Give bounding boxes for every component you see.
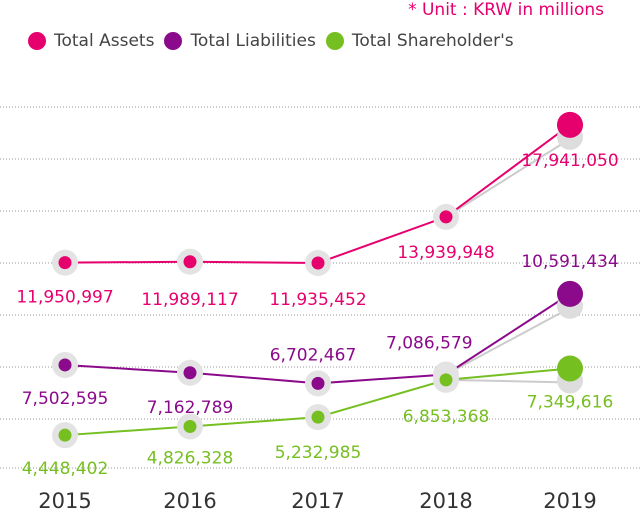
legend-item-total-liabilities: Total Liabilities <box>164 31 316 51</box>
point-total-shareholder-s-2018 <box>439 373 453 387</box>
data-label-total-shareholder-s-2018: 6,853,368 <box>403 407 490 427</box>
data-label-total-assets-2015: 11,950,997 <box>16 288 113 308</box>
x-tick-label-2017: 2017 <box>291 489 344 513</box>
data-label-total-assets-2017: 11,935,452 <box>269 290 366 310</box>
point-total-assets-2018 <box>439 210 453 224</box>
data-label-total-shareholder-s-2016: 4,826,328 <box>147 448 234 468</box>
data-label-total-assets-2016: 11,989,117 <box>141 290 238 310</box>
point-total-shareholder-s-2019 <box>557 355 583 382</box>
point-total-liabilities-2015 <box>58 358 72 372</box>
legend-swatch-total-assets <box>28 32 46 50</box>
point-total-liabilities-2019 <box>557 280 583 307</box>
shadow-line-total-assets <box>445 138 571 218</box>
x-tick-label-2015: 2015 <box>38 489 91 513</box>
x-tick-label-2018: 2018 <box>419 489 472 513</box>
x-tick-label-2019: 2019 <box>543 489 596 513</box>
legend-item-total-shareholders: Total Shareholder's <box>325 31 514 51</box>
point-total-assets-2015 <box>58 256 72 270</box>
shadow-line-total-liabilities <box>445 307 571 376</box>
point-total-shareholder-s-2016 <box>183 419 197 433</box>
data-label-total-shareholder-s-2019: 7,349,616 <box>527 392 614 412</box>
point-total-assets-2019 <box>557 111 583 138</box>
data-label-total-liabilities-2019: 10,591,434 <box>521 252 618 272</box>
data-label-total-liabilities-2017: 6,702,467 <box>270 345 357 365</box>
point-total-shareholder-s-2015 <box>58 428 72 442</box>
point-total-liabilities-2017 <box>311 376 325 390</box>
legend-label-total-assets: Total Assets <box>54 31 155 51</box>
unit-label: * Unit : KRW in millions <box>408 0 604 20</box>
data-label-total-assets-2018: 13,939,948 <box>397 243 494 263</box>
data-label-total-liabilities-2018: 7,086,579 <box>386 334 473 354</box>
legend: Total Assets Total Liabilities Total Sha… <box>28 31 514 51</box>
point-total-assets-2017 <box>311 256 325 270</box>
data-label-total-shareholder-s-2015: 4,448,402 <box>22 459 109 479</box>
data-label-total-liabilities-2016: 7,162,789 <box>147 398 234 418</box>
shadow-line-total-shareholder-s <box>445 378 571 384</box>
legend-swatch-total-liabilities <box>164 32 183 50</box>
point-total-shareholder-s-2017 <box>311 410 325 424</box>
legend-label-total-liabilities: Total Liabilities <box>190 31 316 51</box>
data-label-total-liabilities-2015: 7,502,595 <box>22 389 109 409</box>
legend-swatch-total-shareholders <box>325 32 344 50</box>
x-tick-label-2016: 2016 <box>163 489 216 513</box>
data-label-total-assets-2019: 17,941,050 <box>521 151 618 171</box>
legend-item-total-assets: Total Assets <box>28 31 154 51</box>
point-total-assets-2016 <box>183 255 197 269</box>
data-label-total-shareholder-s-2017: 5,232,985 <box>275 443 362 463</box>
legend-label-total-shareholders: Total Shareholder's <box>351 31 514 51</box>
point-total-liabilities-2016 <box>183 366 197 380</box>
